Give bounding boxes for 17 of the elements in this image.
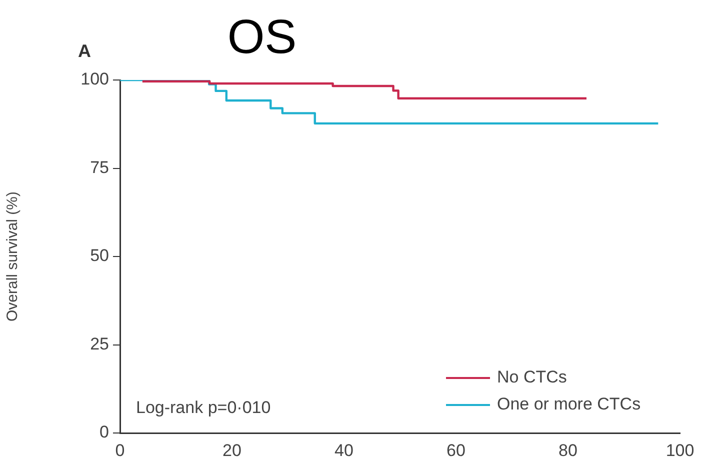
- x-tick-label: 40: [334, 440, 354, 460]
- text: A: [78, 41, 91, 61]
- x-tick-label: 60: [446, 440, 466, 460]
- x-tick-label: 20: [222, 440, 242, 460]
- y-axis-title: Overall survival (%): [4, 191, 22, 322]
- y-tick-label: 100: [80, 70, 109, 89]
- y-tick-label: 75: [90, 158, 109, 177]
- legend-label: One or more CTCs: [497, 394, 641, 414]
- x-tick-label: 80: [558, 440, 578, 460]
- y-tick-label: 50: [90, 246, 109, 266]
- legend-label: No CTCs: [497, 368, 567, 387]
- x-tick-label: 100: [666, 440, 694, 460]
- chart-title: OS: [227, 11, 297, 64]
- annotation: Log-rank p=0·010: [136, 398, 271, 417]
- y-tick-label: 25: [90, 334, 109, 354]
- y-tick-label: 0: [100, 422, 109, 442]
- x-tick-label: 0: [115, 440, 125, 460]
